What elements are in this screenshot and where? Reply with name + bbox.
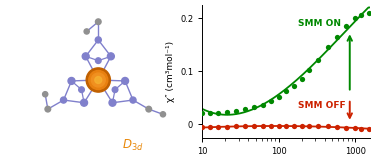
Circle shape bbox=[95, 76, 102, 84]
Circle shape bbox=[91, 73, 105, 87]
Circle shape bbox=[130, 97, 136, 103]
Circle shape bbox=[160, 112, 166, 117]
Circle shape bbox=[60, 97, 67, 103]
Circle shape bbox=[84, 29, 89, 34]
Circle shape bbox=[122, 77, 129, 84]
Circle shape bbox=[96, 19, 101, 24]
Text: $D_{3d}$: $D_{3d}$ bbox=[122, 138, 144, 153]
Circle shape bbox=[109, 99, 116, 106]
Circle shape bbox=[95, 37, 101, 43]
Circle shape bbox=[107, 53, 114, 60]
Circle shape bbox=[81, 99, 88, 106]
Text: SMM OFF: SMM OFF bbox=[298, 101, 346, 110]
Circle shape bbox=[82, 53, 89, 60]
Y-axis label: χ″ (cm³mol⁻¹): χ″ (cm³mol⁻¹) bbox=[166, 41, 175, 102]
Circle shape bbox=[79, 87, 84, 92]
Circle shape bbox=[112, 87, 118, 92]
Circle shape bbox=[43, 92, 48, 97]
Circle shape bbox=[45, 106, 51, 112]
Circle shape bbox=[96, 58, 101, 64]
Circle shape bbox=[68, 77, 75, 84]
Circle shape bbox=[86, 68, 110, 92]
Circle shape bbox=[89, 71, 108, 89]
Text: SMM ON: SMM ON bbox=[298, 19, 341, 28]
Circle shape bbox=[146, 106, 152, 112]
